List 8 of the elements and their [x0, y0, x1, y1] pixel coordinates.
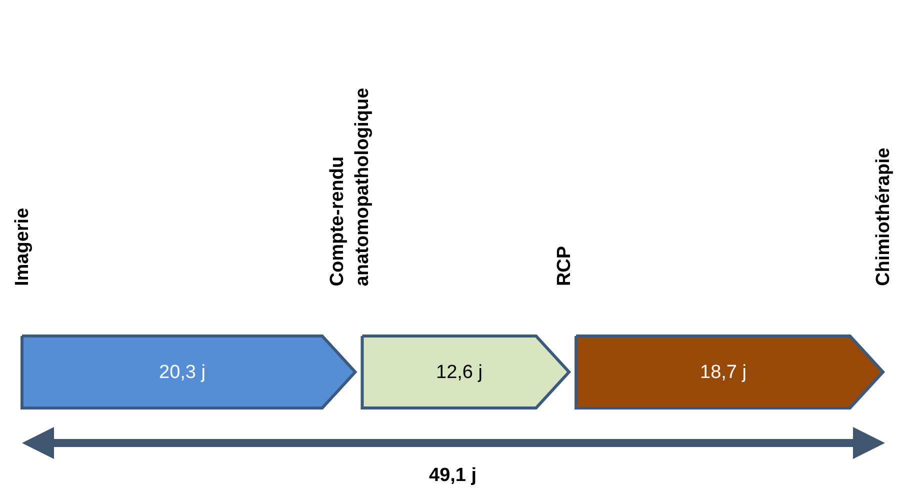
data-label: 20,3 j — [159, 362, 206, 383]
data-label: 12,6 j — [436, 362, 482, 383]
text: Compte-rendu anatomopathologique — [327, 88, 373, 286]
text: 49,1 j — [429, 465, 477, 486]
text: RCP — [554, 246, 576, 286]
data-label: 18,7 j — [700, 362, 746, 383]
text: Chimiothérapie — [873, 148, 894, 286]
text: Imagerie — [12, 208, 33, 286]
